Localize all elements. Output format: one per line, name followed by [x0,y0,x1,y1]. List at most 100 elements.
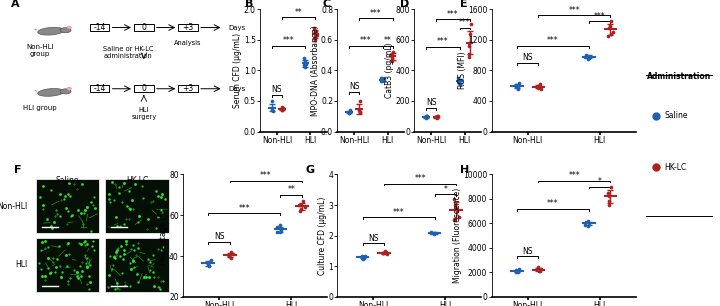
FancyBboxPatch shape [90,24,109,31]
Text: HK-LC: HK-LC [126,176,148,185]
Point [359,254,371,259]
Bar [105,179,168,233]
Point [448,196,459,201]
Point [510,269,522,274]
Text: Saline: Saline [56,176,79,185]
Point [354,109,366,114]
Point [603,203,615,207]
Point [603,26,615,31]
Point [276,107,288,112]
Text: Analysis: Analysis [174,40,202,47]
Y-axis label: MPO-DNA (Absorbance): MPO-DNA (Absorbance) [310,25,320,116]
Point [510,83,522,88]
Point [277,106,289,111]
Point [225,256,237,260]
Text: Days: Days [228,86,246,92]
Point [294,209,306,214]
Point [386,53,397,58]
Point [451,209,462,214]
Text: Administration: Administration [647,73,711,81]
Point [532,85,544,91]
Point [379,250,391,255]
Point [421,114,433,119]
Point [510,267,522,272]
Point [309,25,320,30]
Point [274,223,285,228]
Point [431,115,443,120]
Point [354,109,365,114]
Text: -14: -14 [94,84,106,93]
Point [227,252,238,256]
Text: ***: *** [238,203,250,213]
Point [266,99,278,103]
Point [432,114,444,119]
Text: NS: NS [214,232,225,241]
Point [512,270,523,275]
Point [266,106,277,111]
Text: NS: NS [348,82,359,91]
Point [602,190,613,195]
Text: Days: Days [228,24,246,31]
Point [343,109,355,114]
Text: ***: *** [370,9,382,18]
Point [276,108,287,113]
Bar [36,179,99,233]
Text: E: E [460,0,467,9]
Point [514,266,526,271]
Y-axis label: Serum CFD (μg/mL): Serum CFD (μg/mL) [233,33,243,108]
Point [294,203,306,207]
Point [536,266,547,271]
Text: G: G [305,165,315,175]
Point [204,264,215,269]
Point [463,54,474,59]
Text: HLI group: HLI group [23,105,57,111]
Point [428,232,439,237]
Point [452,76,464,80]
Text: NS: NS [271,85,282,94]
FancyBboxPatch shape [90,85,109,92]
Point [431,114,442,119]
Text: **: ** [294,8,302,17]
Point [387,50,399,54]
Point [464,31,476,36]
Point [464,51,475,56]
Ellipse shape [37,27,64,35]
Text: HLI
surgery: HLI surgery [131,107,156,120]
Point [454,80,465,85]
Bar [36,238,99,292]
Text: Non-HLI
group: Non-HLI group [26,44,54,57]
Point [275,227,287,232]
Text: +3: +3 [182,23,194,32]
Text: A: A [11,0,19,9]
Text: HLI: HLI [15,260,27,270]
Point [267,109,279,114]
Point [225,249,237,254]
Point [514,80,526,85]
Point [224,254,235,259]
Point [356,253,368,258]
Point [377,77,389,82]
Point [223,254,235,259]
Point [429,230,441,235]
Point [271,229,283,234]
Point [532,267,544,272]
Point [358,255,369,260]
Point [605,18,616,23]
Point [202,262,214,267]
Ellipse shape [67,26,71,29]
Ellipse shape [37,88,64,96]
Point [449,218,460,223]
Text: **: ** [384,36,392,45]
Point [271,225,283,230]
Point [536,86,547,91]
Point [274,229,285,234]
Text: Saline: Saline [665,111,688,120]
Point [606,184,617,189]
Point [276,105,287,110]
Text: ***: *** [414,174,426,183]
Y-axis label: ROS (MFI): ROS (MFI) [458,52,467,89]
Point [580,54,591,59]
Point [355,99,366,103]
Point [205,258,217,263]
Point [580,222,591,227]
